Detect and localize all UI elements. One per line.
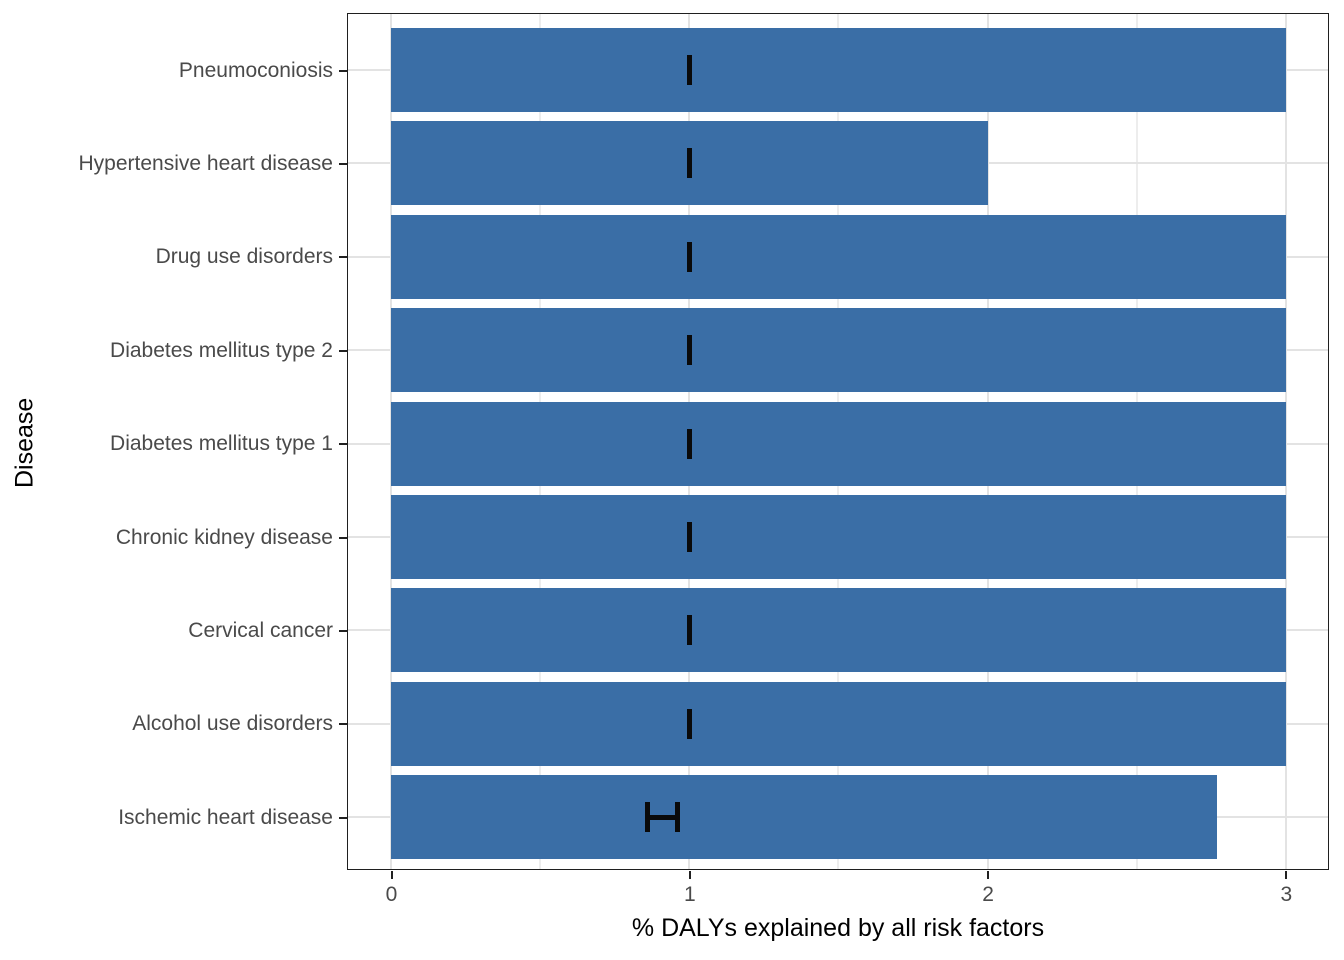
error-bar-line (647, 814, 678, 820)
x-tick-label: 1 (683, 883, 696, 906)
error-bar-cap (686, 615, 692, 646)
x-tick-mark (390, 871, 393, 879)
x-tick-label: 2 (982, 883, 994, 906)
x-tick-mark (688, 871, 691, 879)
x-axis-title: % DALYs explained by all risk factors (631, 914, 1045, 942)
x-tick-label: 3 (1280, 883, 1293, 906)
y-tick-mark (339, 629, 347, 632)
y-tick-label: Diabetes mellitus type 1 (110, 432, 333, 456)
x-tick-mark (1285, 871, 1288, 879)
bar (391, 495, 1286, 579)
error-bar-cap (686, 241, 692, 272)
bar (391, 681, 1286, 766)
x-gridline-major (1284, 14, 1287, 869)
y-tick-mark (339, 349, 347, 352)
error-bar-cap (645, 802, 651, 833)
y-tick-mark (339, 162, 347, 165)
y-tick-label: Diabetes mellitus type 2 (110, 338, 333, 362)
y-tick-label: Hypertensive heart disease (78, 151, 333, 175)
y-tick-mark (339, 256, 347, 259)
y-tick-mark (339, 443, 347, 446)
error-bar-cap (686, 335, 692, 366)
error-bar-cap (686, 522, 692, 552)
y-tick-mark (339, 69, 347, 72)
error-bar-cap (686, 428, 692, 459)
x-tick-label: 0 (385, 883, 398, 906)
y-tick-mark (339, 816, 347, 819)
bar (391, 401, 1286, 486)
error-bar-cap (686, 708, 692, 739)
bar (391, 588, 1286, 673)
y-axis-title: Disease (10, 397, 39, 489)
y-tick-label: Pneumoconiosis (178, 58, 333, 82)
y-tick-label: Chronic kidney disease (115, 525, 333, 549)
error-bar-cap (686, 55, 692, 85)
plot-panel (347, 13, 1329, 870)
x-tick-mark (987, 871, 990, 879)
y-tick-mark (339, 536, 347, 539)
y-tick-label: Cervical cancer (188, 618, 333, 642)
bar (391, 214, 1286, 299)
bar (391, 775, 1218, 860)
bar (391, 28, 1286, 112)
error-bar-cap (674, 802, 680, 833)
y-tick-label: Drug use disorders (155, 245, 333, 269)
bar (391, 308, 1286, 393)
y-tick-mark (339, 723, 347, 726)
error-bar-cap (686, 148, 692, 179)
y-tick-label: Alcohol use disorders (132, 712, 333, 736)
y-tick-label: Ischemic heart disease (118, 805, 333, 829)
